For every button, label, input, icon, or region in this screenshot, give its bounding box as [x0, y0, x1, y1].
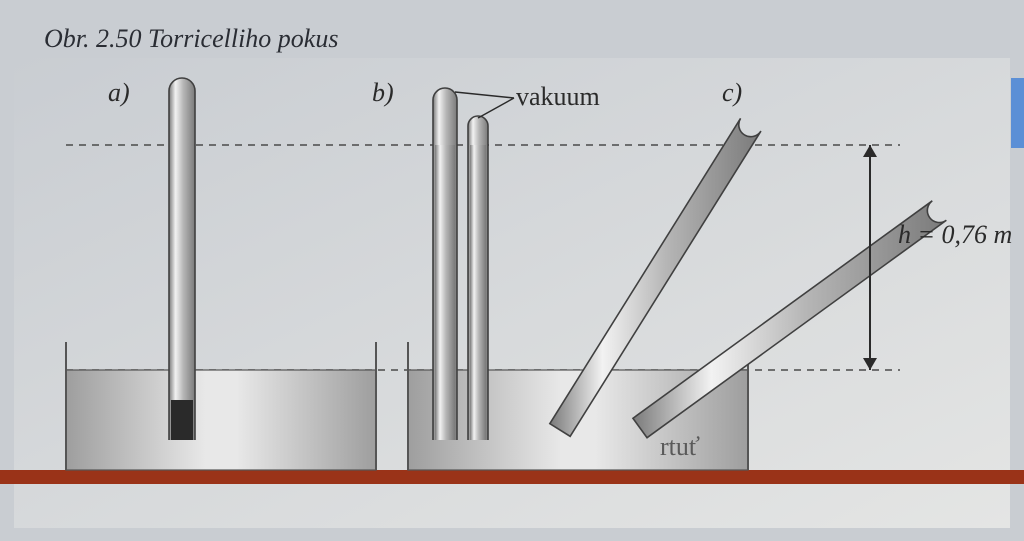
annotation-mercury: rtuť: [660, 432, 700, 462]
panel-label-a: a): [108, 78, 130, 108]
panel-label-b: b): [372, 78, 394, 108]
annotation-vacuum: vakuum: [516, 82, 600, 112]
panel-label-c: c): [722, 78, 742, 108]
figure-caption: Obr. 2.50 Torricelliho pokus: [44, 24, 338, 54]
torricelli-diagram: [0, 0, 1024, 541]
equation-h: h = 0,76 m: [898, 220, 1012, 250]
